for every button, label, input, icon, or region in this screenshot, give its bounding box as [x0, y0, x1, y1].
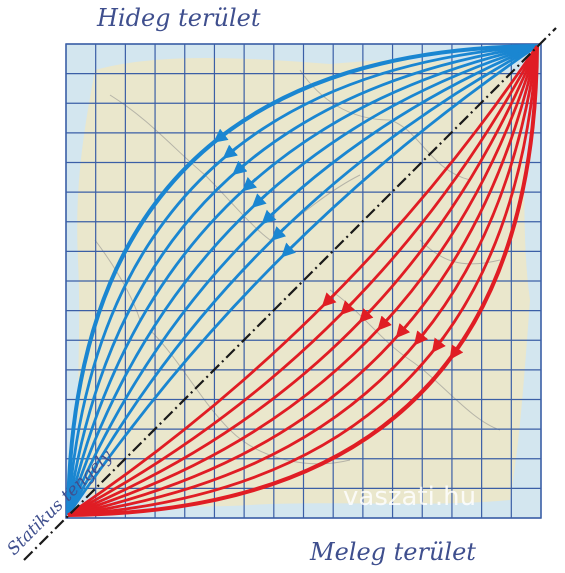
warm-flow-line — [67, 45, 539, 517]
cold-flow-line — [66, 44, 538, 516]
cold-area-title: Hideg terület — [96, 4, 261, 32]
warm-flow-line — [67, 45, 539, 517]
watermark: vaszati.hu — [343, 482, 476, 512]
warm-flow-arrow — [449, 343, 464, 360]
cold-flow-arrow — [281, 242, 297, 258]
warm-flow-arrow — [413, 330, 429, 346]
warm-flow-arrow — [358, 307, 374, 323]
cold-flow-line — [66, 44, 538, 516]
cold-flow-line — [66, 44, 538, 516]
cold-flow-line — [66, 44, 538, 516]
cold-flow-arrow — [213, 128, 230, 143]
warm-flow-arrow — [321, 292, 337, 308]
warm-flow-line — [67, 45, 539, 517]
cold-flow-line — [66, 44, 538, 516]
warm-flow-line — [67, 45, 539, 517]
cold-flow-line — [66, 44, 538, 516]
warm-flow-arrow — [395, 323, 411, 339]
cold-flow-arrow — [222, 144, 239, 159]
warm-flow-line — [67, 45, 539, 517]
cold-flow-arrow — [251, 193, 267, 208]
cold-flow-line — [66, 44, 538, 516]
warm-area-title: Meleg terület — [309, 538, 476, 566]
warm-flow-arrow — [431, 336, 446, 353]
cold-flow-lines — [66, 44, 538, 516]
cold-flow-arrow — [241, 176, 257, 192]
cold-flow-arrow — [261, 209, 277, 225]
cold-flow-arrow — [271, 226, 287, 241]
cold-flow-arrow — [232, 160, 248, 176]
cold-flow-line — [66, 44, 538, 516]
warm-flow-arrow — [377, 315, 392, 331]
warm-flow-arrow — [340, 300, 356, 316]
static-axis-line — [23, 27, 557, 561]
warm-flow-lines — [67, 45, 539, 517]
warm-flow-line — [67, 45, 539, 517]
warm-flow-line — [67, 45, 539, 517]
